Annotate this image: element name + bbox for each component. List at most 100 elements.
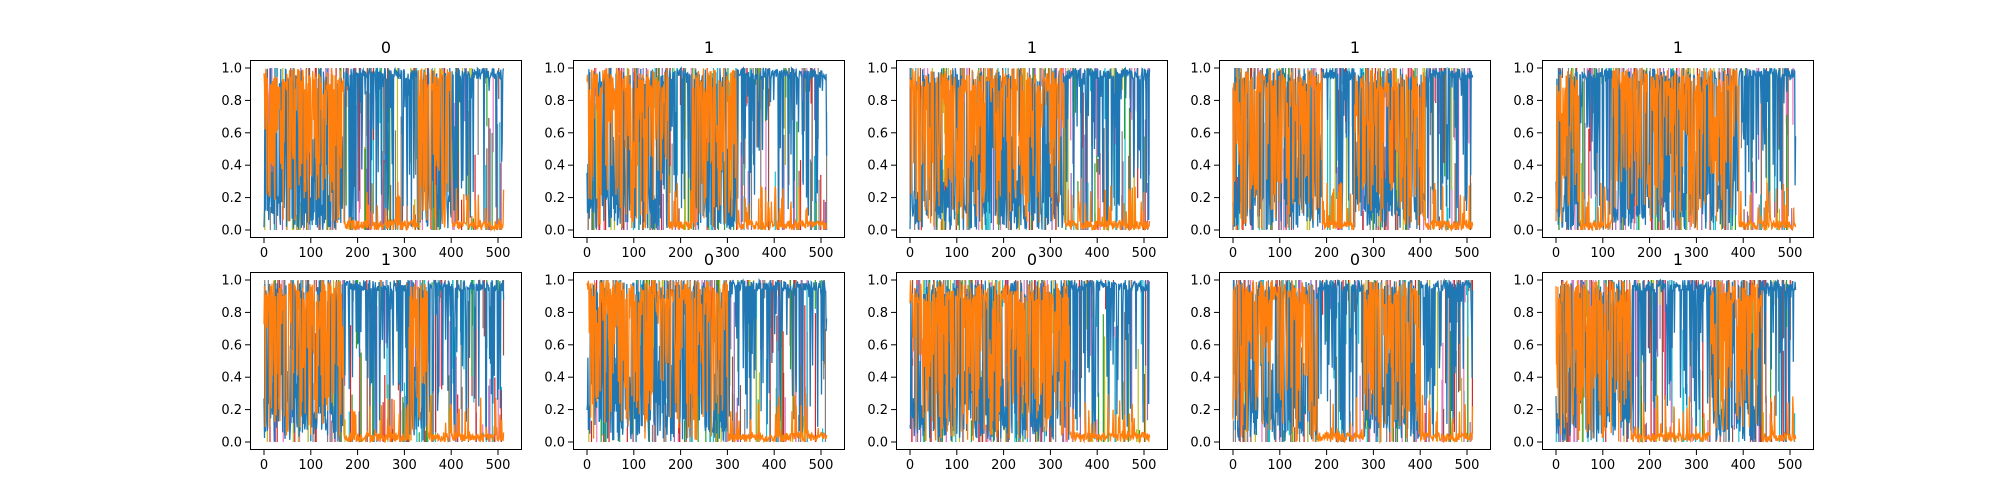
x-tick-label: 400 bbox=[1408, 246, 1433, 261]
y-tick-label: 0.6 bbox=[867, 126, 888, 141]
panel-title: 1 bbox=[1673, 250, 1683, 269]
x-tick-label: 400 bbox=[1731, 246, 1756, 261]
x-tick-label: 0 bbox=[260, 458, 268, 473]
y-tick-label: 0.0 bbox=[221, 224, 242, 239]
y-tick-label: 0.8 bbox=[1513, 94, 1534, 109]
y-tick-label: 0.4 bbox=[1190, 159, 1211, 174]
x-tick-label: 0 bbox=[1552, 246, 1560, 261]
x-tick-label: 500 bbox=[1455, 458, 1480, 473]
y-tick-label: 0.8 bbox=[867, 94, 888, 109]
x-tick-label: 400 bbox=[1085, 246, 1110, 261]
x-tick-label: 300 bbox=[1361, 458, 1386, 473]
y-tick-label: 0.6 bbox=[221, 126, 242, 141]
panel-8: 0 100 200 300 400 500 0.0 0.2 0.4 0.6 0.8 1.0 0 bbox=[1190, 250, 1491, 473]
y-tick-label: 0.8 bbox=[1513, 306, 1534, 321]
plot-area bbox=[909, 278, 1151, 444]
y-tick-label: 0.2 bbox=[544, 191, 565, 206]
y-tick-label: 0.0 bbox=[1190, 224, 1211, 239]
y-tick-label: 0.6 bbox=[867, 338, 888, 353]
x-tick-label: 400 bbox=[439, 458, 464, 473]
x-tick-label: 200 bbox=[668, 458, 693, 473]
y-tick-label: 1.0 bbox=[1190, 274, 1211, 289]
y-tick-label: 0.8 bbox=[1190, 94, 1211, 109]
panel-0: 0 100 200 300 400 500 0.0 0.2 0.4 0.6 0.8 1.0 0 bbox=[221, 38, 522, 261]
x-tick-label: 200 bbox=[991, 458, 1016, 473]
axes-frame bbox=[1219, 272, 1491, 450]
y-tick-label: 0.4 bbox=[221, 159, 242, 174]
plot-area bbox=[263, 66, 505, 232]
y-tick-label: 0.4 bbox=[867, 159, 888, 174]
x-tick-label: 100 bbox=[1267, 458, 1292, 473]
x-tick-label: 300 bbox=[1684, 458, 1709, 473]
x-tick-label: 0 bbox=[1229, 458, 1237, 473]
y-tick-label: 0.4 bbox=[1513, 159, 1534, 174]
x-tick-label: 500 bbox=[1455, 246, 1480, 261]
panel-title: 0 bbox=[1027, 250, 1037, 269]
x-tick-label: 400 bbox=[762, 246, 787, 261]
y-tick-label: 0.0 bbox=[1513, 224, 1534, 239]
x-tick-label: 0 bbox=[583, 458, 591, 473]
x-tick-label: 100 bbox=[621, 458, 646, 473]
x-tick-label: 200 bbox=[1314, 458, 1339, 473]
series-line-primary bbox=[1232, 278, 1474, 442]
y-tick-label: 0.0 bbox=[1190, 436, 1211, 451]
panel-7: 0 100 200 300 400 500 0.0 0.2 0.4 0.6 0.8 1.0 0 bbox=[867, 250, 1168, 473]
x-tick-label: 200 bbox=[991, 246, 1016, 261]
panel-title: 1 bbox=[704, 38, 714, 57]
panel-1: 0 100 200 300 400 500 0.0 0.2 0.4 0.6 0.8 1.0 1 bbox=[544, 38, 845, 261]
x-tick-label: 300 bbox=[392, 246, 417, 261]
plot-area bbox=[1555, 278, 1797, 444]
series-line-secondary bbox=[1232, 280, 1474, 445]
y-tick-label: 0.2 bbox=[1513, 403, 1534, 418]
x-tick-label: 100 bbox=[621, 246, 646, 261]
y-tick-label: 0.8 bbox=[221, 94, 242, 109]
series-line-secondary bbox=[909, 67, 1151, 232]
y-tick-label: 0.6 bbox=[1190, 338, 1211, 353]
series-line-secondary bbox=[1555, 280, 1797, 444]
axes-frame bbox=[573, 60, 845, 238]
x-tick-label: 200 bbox=[1314, 246, 1339, 261]
y-tick-label: 0.6 bbox=[221, 338, 242, 353]
x-tick-label: 500 bbox=[1132, 246, 1157, 261]
y-tick-label: 0.8 bbox=[867, 306, 888, 321]
y-tick-label: 0.2 bbox=[1190, 403, 1211, 418]
y-tick-label: 0.2 bbox=[544, 403, 565, 418]
x-tick-label: 500 bbox=[809, 246, 834, 261]
axes-frame bbox=[1542, 272, 1814, 450]
plot-area bbox=[586, 65, 828, 232]
plot-area bbox=[1232, 278, 1474, 445]
panel-title: 0 bbox=[381, 38, 391, 57]
x-tick-label: 100 bbox=[944, 458, 969, 473]
x-tick-label: 500 bbox=[1132, 458, 1157, 473]
panel-3: 0 100 200 300 400 500 0.0 0.2 0.4 0.6 0.8 1.0 1 bbox=[1190, 38, 1491, 261]
panel-title: 1 bbox=[1673, 38, 1683, 57]
x-tick-label: 300 bbox=[392, 458, 417, 473]
panel-title: 1 bbox=[381, 250, 391, 269]
y-tick-label: 1.0 bbox=[1513, 274, 1534, 289]
x-tick-label: 100 bbox=[944, 246, 969, 261]
y-tick-label: 0.0 bbox=[1513, 436, 1534, 451]
y-tick-label: 0.6 bbox=[544, 338, 565, 353]
x-tick-label: 300 bbox=[715, 458, 740, 473]
axes-frame bbox=[1542, 60, 1814, 238]
x-tick-label: 400 bbox=[1731, 458, 1756, 473]
axes-frame bbox=[573, 272, 845, 450]
panel-6: 0 100 200 300 400 500 0.0 0.2 0.4 0.6 0.8 1.0 0 bbox=[544, 250, 845, 473]
series-line-primary bbox=[909, 278, 1151, 442]
y-tick-label: 0.2 bbox=[221, 403, 242, 418]
x-tick-label: 200 bbox=[1637, 458, 1662, 473]
y-tick-label: 0.0 bbox=[544, 224, 565, 239]
y-tick-label: 0.2 bbox=[1190, 191, 1211, 206]
axes-frame bbox=[896, 60, 1168, 238]
x-tick-label: 500 bbox=[1778, 246, 1803, 261]
series-line-primary bbox=[263, 66, 505, 230]
panel-title: 0 bbox=[1350, 250, 1360, 269]
y-tick-label: 1.0 bbox=[1190, 62, 1211, 77]
x-tick-label: 400 bbox=[1408, 458, 1433, 473]
y-tick-label: 0.4 bbox=[1190, 371, 1211, 386]
y-tick-label: 0.2 bbox=[221, 191, 242, 206]
y-tick-label: 1.0 bbox=[544, 62, 565, 77]
y-tick-label: 1.0 bbox=[1513, 62, 1534, 77]
x-tick-label: 100 bbox=[1590, 458, 1615, 473]
series-line-secondary bbox=[263, 68, 505, 232]
